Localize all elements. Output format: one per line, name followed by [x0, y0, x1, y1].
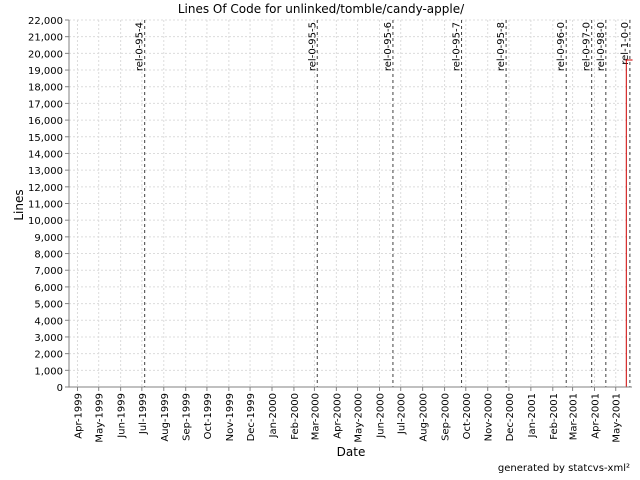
- x-tick-label: Jun-2000: [375, 393, 386, 439]
- y-tick-label: 8,000: [34, 250, 63, 261]
- y-tick-label: 11,000: [28, 200, 63, 211]
- x-tick-label: Feb-2000: [290, 393, 301, 440]
- release-marker-label: rel-0-96-0: [556, 22, 567, 71]
- x-tick-label: Jan-2000: [268, 393, 279, 438]
- x-tick-label: Sep-2000: [441, 393, 452, 441]
- y-tick-label: 17,000: [28, 99, 63, 110]
- y-tick-label: 21,000: [28, 33, 63, 44]
- data-point: [625, 59, 627, 61]
- y-tick-label: 0: [57, 383, 63, 394]
- x-tick-label: Apr-1999: [73, 393, 84, 439]
- y-tick-label: 22,000: [28, 16, 63, 27]
- release-marker-label: rel-0-95-5: [307, 22, 318, 71]
- y-tick-label: 10,000: [28, 216, 63, 227]
- y-axis-label: Lines: [12, 189, 26, 220]
- y-tick-label: 19,000: [28, 66, 63, 77]
- y-tick-label: 12,000: [28, 183, 63, 194]
- x-tick-label: Mar-2001: [569, 393, 580, 440]
- y-tick-label: 7,000: [34, 266, 63, 277]
- x-tick-label: Oct-2000: [462, 393, 473, 439]
- x-tick-label: Sep-1999: [182, 393, 193, 441]
- x-tick-label: Apr-2000: [332, 393, 343, 439]
- x-tick-label: Aug-1999: [160, 393, 171, 442]
- x-tick-label: Aug-2000: [419, 393, 430, 442]
- axes: 0 1,000 2,000 3,000 4,000 5,000 6,000 7,000 8,00…: [28, 16, 632, 443]
- x-tick-label: Jun-1999: [117, 393, 128, 439]
- release-marker-label: rel-1-0-0: [620, 22, 631, 65]
- y-tick-label: 1,000: [34, 366, 63, 377]
- release-marker-label: rel-0-95-6: [383, 22, 394, 71]
- y-tick-label: 9,000: [34, 233, 63, 244]
- data-point: [631, 59, 633, 61]
- x-tick-label: Nov-1999: [225, 393, 236, 441]
- release-marker-label: rel-0-95-8: [496, 22, 507, 71]
- release-marker-label: rel-0-97-0: [582, 22, 593, 71]
- x-tick-label: Jan-2001: [527, 393, 538, 438]
- release-markers: rel-0-95-4 rel-0-95-5 rel-0-95-6 rel-0-95-7…: [135, 20, 631, 387]
- release-marker-label: rel-0-98-0: [596, 22, 607, 71]
- y-tick-label: 20,000: [28, 49, 63, 60]
- x-tick-label: May-2000: [354, 393, 365, 443]
- y-tick-label: 4,000: [34, 316, 63, 327]
- x-tick-label: Oct-1999: [203, 393, 214, 439]
- x-tick-label: Jul-1999: [138, 393, 149, 435]
- release-marker-label: rel-0-95-4: [135, 22, 146, 71]
- y-tick-label: 6,000: [34, 283, 63, 294]
- x-tick-label: Jul-2000: [397, 393, 408, 435]
- y-tick-label: 13,000: [28, 166, 63, 177]
- y-tick-label: 5,000: [34, 300, 63, 311]
- y-tick-label: 16,000: [28, 116, 63, 127]
- x-tick-label: Dec-2000: [505, 393, 516, 441]
- generated-by-footer: generated by statcvs-xml²: [497, 463, 630, 474]
- x-tick-label: Feb-2001: [549, 393, 560, 440]
- x-tick-label: May-1999: [95, 393, 106, 443]
- x-axis-label: Date: [337, 445, 366, 459]
- x-tick-label: Nov-2000: [484, 393, 495, 441]
- y-tick-label: 2,000: [34, 350, 63, 361]
- y-tick-label: 15,000: [28, 133, 63, 144]
- y-tick-label: 14,000: [28, 149, 63, 160]
- x-tick-label: Mar-2000: [310, 393, 321, 440]
- grid: [69, 19, 632, 387]
- y-tick-label: 3,000: [34, 333, 63, 344]
- x-tick-label: Apr-2001: [591, 393, 602, 439]
- x-tick-label: May-2001: [612, 393, 623, 443]
- y-tick-label: 18,000: [28, 83, 63, 94]
- release-marker-label: rel-0-95-7: [452, 22, 463, 71]
- chart-title: Lines Of Code for unlinked/tomble/candy-…: [178, 2, 465, 16]
- x-tick-label: Dec-1999: [246, 393, 257, 441]
